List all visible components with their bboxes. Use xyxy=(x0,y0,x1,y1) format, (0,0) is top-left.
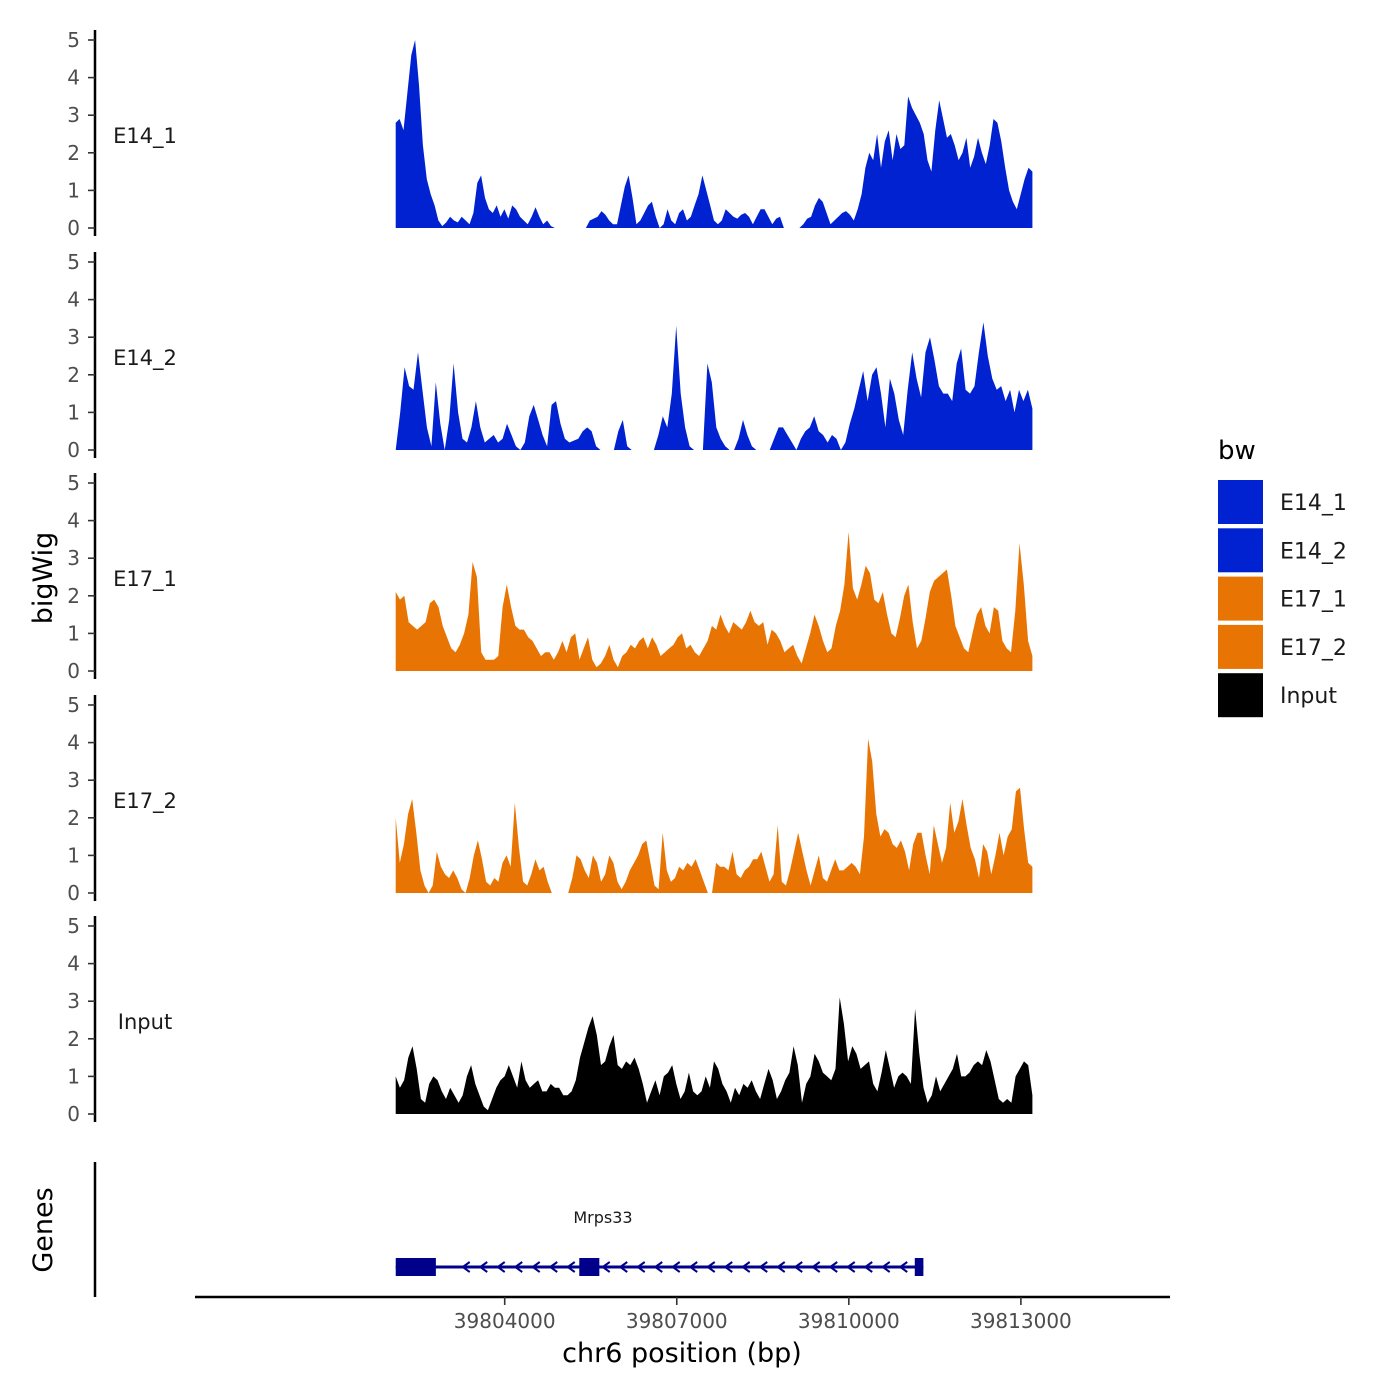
strand-arrow xyxy=(461,1261,471,1273)
strand-arrow xyxy=(478,1261,488,1273)
legend-label: E14_1 xyxy=(1280,491,1347,516)
y-tick-label: 3 xyxy=(67,768,80,792)
signal-area xyxy=(395,322,1033,450)
strand-arrow xyxy=(828,1261,838,1273)
y-tick-label: 1 xyxy=(67,178,80,202)
legend: bw E14_1 E14_2 E17_1 E17_2 Input xyxy=(1218,436,1347,718)
legend-swatch xyxy=(1218,528,1263,573)
strand-arrow xyxy=(601,1261,611,1273)
strand-arrow xyxy=(898,1261,908,1273)
y-tick-label: 4 xyxy=(67,509,80,533)
y-tick-label: 0 xyxy=(67,216,80,240)
strand-arrow xyxy=(758,1261,768,1273)
track-e17-2: 0 1 2 3 4 5 E17_2 xyxy=(67,693,1033,905)
legend-swatch xyxy=(1218,624,1263,669)
y-tick-label: 2 xyxy=(67,806,80,830)
y-tick-label: 2 xyxy=(67,1027,80,1051)
y-tick-label: 5 xyxy=(67,914,80,938)
strand-arrow xyxy=(846,1261,856,1273)
legend-label: E17_2 xyxy=(1280,636,1347,661)
signal-area xyxy=(395,997,1033,1114)
y-tick-label: 1 xyxy=(67,621,80,645)
legend-label: E14_2 xyxy=(1280,539,1347,564)
gene-exon xyxy=(579,1258,600,1276)
y-tick-label: 3 xyxy=(67,989,80,1013)
strand-arrow xyxy=(881,1261,891,1273)
strand-arrow xyxy=(653,1261,663,1273)
y-tick-label: 1 xyxy=(67,1064,80,1088)
legend-label: E17_1 xyxy=(1280,588,1347,613)
y-tick-label: 4 xyxy=(67,731,80,755)
strand-arrow xyxy=(496,1261,506,1273)
y-tick-label: 0 xyxy=(67,438,80,462)
x-tick-label: 39804000 xyxy=(454,1309,556,1333)
y-tick-label: 4 xyxy=(67,952,80,976)
gene-track-title: Genes xyxy=(28,1187,59,1272)
strand-arrow xyxy=(513,1261,523,1273)
strand-arrow xyxy=(863,1261,873,1273)
signal-tracks: 0 1 2 3 4 5 E14_1 0 1 2 3 4 5 E14_2 0 1 2 3 4 5 E17_1 0 1 2 3 4 5 E… xyxy=(67,28,1033,1126)
strand-arrow xyxy=(723,1261,733,1273)
y-axis-title: bigWig xyxy=(28,532,59,625)
signal-area xyxy=(395,738,1033,893)
y-tick-label: 5 xyxy=(67,28,80,52)
legend-swatch xyxy=(1218,673,1263,718)
signal-area xyxy=(395,531,1033,671)
strand-arrow xyxy=(706,1261,716,1273)
track-e17-1: 0 1 2 3 4 5 E17_1 xyxy=(67,471,1033,683)
signal-area xyxy=(395,40,1033,228)
gene-name-label: Mrps33 xyxy=(573,1208,632,1227)
track-label: E17_2 xyxy=(113,789,177,814)
y-tick-label: 3 xyxy=(67,103,80,127)
gene-exon xyxy=(395,1258,436,1276)
track-e14-1: 0 1 2 3 4 5 E14_1 xyxy=(67,28,1033,240)
gene-track: Genes Mrps33 xyxy=(28,1162,924,1297)
x-tick-label: 39807000 xyxy=(626,1309,728,1333)
strand-arrow xyxy=(671,1261,681,1273)
y-tick-label: 2 xyxy=(67,584,80,608)
strand-arrow xyxy=(566,1261,576,1273)
track-label: E14_1 xyxy=(113,124,177,149)
strand-arrow xyxy=(793,1261,803,1273)
track-input: 0 1 2 3 4 5 Input xyxy=(67,914,1033,1126)
strand-arrow xyxy=(531,1261,541,1273)
strand-arrow xyxy=(741,1261,751,1273)
y-tick-label: 0 xyxy=(67,659,80,683)
y-tick-label: 0 xyxy=(67,881,80,905)
strand-arrow xyxy=(811,1261,821,1273)
y-tick-label: 1 xyxy=(67,400,80,424)
y-tick-label: 5 xyxy=(67,250,80,274)
y-tick-label: 5 xyxy=(67,693,80,717)
strand-arrow xyxy=(688,1261,698,1273)
y-tick-label: 2 xyxy=(67,141,80,165)
y-tick-label: 4 xyxy=(67,288,80,312)
legend-title: bw xyxy=(1218,436,1256,466)
track-label: E17_1 xyxy=(113,567,177,592)
x-axis: 39804000 39807000 39810000 39813000 xyxy=(195,1295,1170,1333)
track-e14-2: 0 1 2 3 4 5 E14_2 xyxy=(67,250,1033,462)
x-axis-title: chr6 position (bp) xyxy=(562,1338,802,1369)
strand-arrow xyxy=(548,1261,558,1273)
legend-swatch xyxy=(1218,576,1263,621)
legend-label: Input xyxy=(1280,684,1337,709)
y-tick-label: 0 xyxy=(67,1102,80,1126)
y-tick-label: 1 xyxy=(67,843,80,867)
strand-arrow xyxy=(618,1261,628,1273)
strand-arrow xyxy=(776,1261,786,1273)
y-tick-label: 3 xyxy=(67,325,80,349)
x-tick-label: 39813000 xyxy=(970,1309,1072,1333)
track-label: Input xyxy=(118,1010,172,1034)
track-label: E14_2 xyxy=(113,346,177,371)
y-tick-label: 3 xyxy=(67,546,80,570)
strand-arrow xyxy=(636,1261,646,1273)
legend-swatch xyxy=(1218,480,1263,524)
y-tick-label: 5 xyxy=(67,471,80,495)
y-tick-label: 4 xyxy=(67,66,80,90)
x-tick-label: 39810000 xyxy=(798,1309,900,1333)
gene-exon xyxy=(914,1258,924,1276)
y-tick-label: 2 xyxy=(67,363,80,387)
